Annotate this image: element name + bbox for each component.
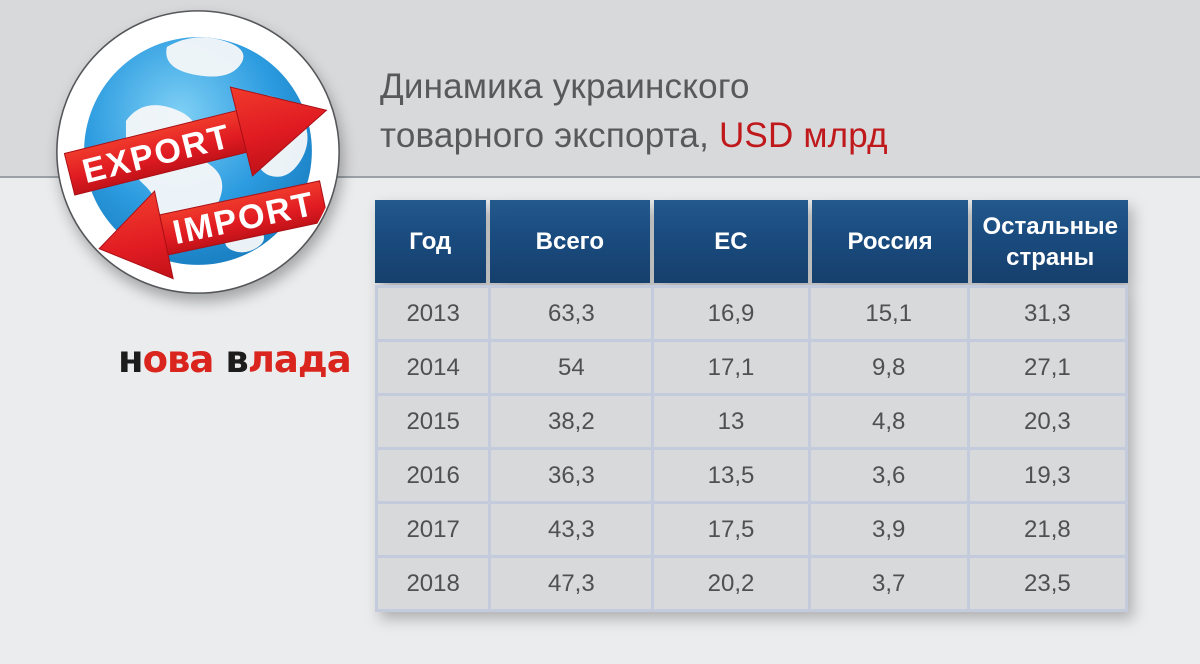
value-cell: 17,1 [654,342,808,393]
value-cell: 3,9 [810,504,967,555]
brand-word1-rest: ова [142,338,215,381]
column-header-1: Год [375,200,486,283]
value-cell: 21,8 [969,504,1125,555]
year-cell-row-3: 2015 [378,396,489,447]
value-cell: 13 [654,396,808,447]
value-cell: 3,6 [810,450,967,501]
value-cell: 15,1 [810,288,967,339]
title-accent: USD млрд [718,116,888,155]
year-cell-row-1: 2013 [378,288,489,339]
value-cell: 27,1 [969,342,1125,393]
export-import-logo: EXPORT IMPORT [52,6,344,298]
column-header-4: Россия [811,200,969,283]
year-cell-row-5: 2017 [378,504,489,555]
value-cell: 36,3 [491,450,652,501]
year-cell-row-2: 2014 [378,342,489,393]
brand-word2-first: в [225,338,248,381]
value-cell: 19,3 [969,450,1125,501]
year-cell-row-6: 2018 [378,558,489,609]
value-cell: 20,2 [654,558,808,609]
value-cell: 43,3 [491,504,652,555]
table-body: 2013 63,3 16,9 15,1 31,3 2014 54 17,1 9,8 27,1 201… [375,285,1128,612]
value-cell: 4,8 [810,396,967,447]
brand-word1-first: н [118,338,144,381]
value-cell: 47,3 [491,558,652,609]
value-cell: 9,8 [810,342,967,393]
title-line-1: Динамика украинского [380,67,750,106]
brand-logo: нова влада [118,338,352,381]
brand-word2-rest: лада [247,338,352,381]
value-cell: 16,9 [654,288,808,339]
table-header-row: Год Всего ЕС Россия Остальные страны [375,200,1128,283]
value-cell: 31,3 [969,288,1125,339]
value-cell: 13,5 [654,450,808,501]
column-header-5: Остальные страны [972,200,1128,283]
column-header-3: ЕС [654,200,808,283]
title-line-2: товарного экспорта, USD млрд [380,116,888,155]
value-cell: 23,5 [969,558,1125,609]
year-cell-row-4: 2016 [378,450,489,501]
value-cell: 38,2 [491,396,652,447]
value-cell: 54 [491,342,652,393]
page-title: Динамика украинского товарного экспорта,… [380,62,888,160]
value-cell: 3,7 [810,558,967,609]
export-data-table: Год Всего ЕС Россия Остальные страны 2013 63,… [375,200,1128,612]
value-cell: 20,3 [969,396,1125,447]
column-header-2: Всего [489,200,651,283]
value-cell: 17,5 [654,504,808,555]
value-cell: 63,3 [491,288,652,339]
